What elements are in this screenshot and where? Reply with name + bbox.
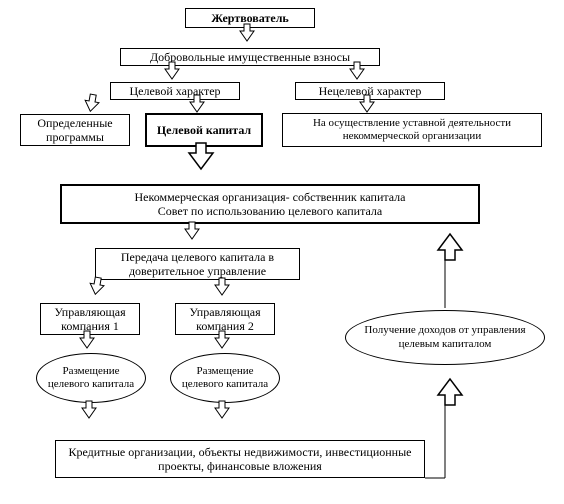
node-mc1: Управляющая компания 1 bbox=[40, 303, 140, 335]
node-nontargeted-nature: Нецелевой характер bbox=[295, 82, 445, 100]
node-donor: Жертвователь bbox=[185, 8, 315, 28]
arrow-npo-transfer bbox=[185, 222, 199, 239]
node-place2: Размещение целевого капитала bbox=[170, 353, 280, 403]
node-statutory: На осуществление уставной деятельности н… bbox=[282, 113, 542, 147]
node-programs: Определенные программы bbox=[20, 114, 130, 146]
node-endowment: Целевой капитал bbox=[145, 113, 263, 147]
arrow-place2-invest bbox=[215, 401, 229, 418]
node-contributions: Добровольные имущественные взносы bbox=[120, 48, 380, 66]
node-npo-owner: Некоммерческая организация- собственник … bbox=[60, 184, 480, 224]
node-place1: Размещение целевого капитала bbox=[36, 353, 146, 403]
node-income: Получение доходов от управления целевым … bbox=[345, 310, 545, 365]
node-transfer-trust: Передача целевого капитала в доверительн… bbox=[95, 248, 300, 280]
arrow-place1-invest bbox=[82, 401, 96, 418]
node-targeted-nature: Целевой характер bbox=[110, 82, 240, 100]
arrow-targeted-programs bbox=[83, 93, 100, 112]
npo-line-1: Некоммерческая организация- собственник … bbox=[66, 190, 474, 204]
arrow-income-npo bbox=[438, 234, 462, 260]
node-mc2: Управляющая компания 2 bbox=[175, 303, 275, 335]
arrow-invest-income bbox=[438, 379, 462, 405]
arrow-transfer-mc2 bbox=[215, 278, 229, 295]
npo-line-2: Совет по использованию целевого капитала bbox=[66, 204, 474, 218]
node-invest: Кредитные организации, объекты недвижимо… bbox=[55, 440, 425, 478]
